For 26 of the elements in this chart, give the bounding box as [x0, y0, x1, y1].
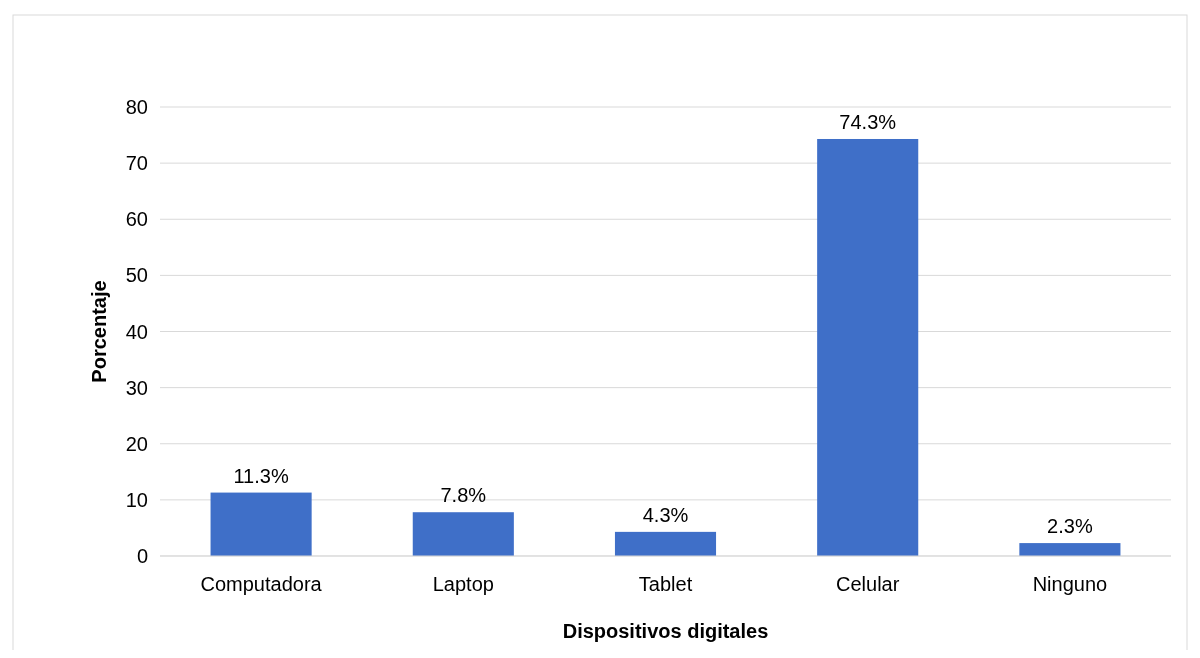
x-tick-label: Celular [836, 573, 900, 595]
bar [210, 492, 312, 556]
x-tick-label: Tablet [638, 573, 693, 595]
y-tick-label: 10 [125, 488, 148, 511]
bar [1019, 543, 1121, 556]
y-axis-title: Porcentaje [88, 280, 110, 383]
y-tick-label: 0 [136, 545, 148, 567]
data-label: 74.3% [839, 110, 897, 133]
x-tick-label: Ninguno [1032, 573, 1108, 595]
y-tick-label: 30 [125, 376, 148, 399]
data-label: 11.3% [233, 464, 289, 487]
data-label: 7.8% [440, 484, 487, 507]
x-tick-label: Laptop [432, 573, 494, 595]
y-tick-label: 60 [125, 208, 148, 231]
x-tick-label: Computadora [200, 573, 323, 595]
y-tick-label: 70 [125, 152, 148, 175]
bar [614, 531, 717, 556]
y-tick-label: 80 [125, 96, 148, 118]
data-label: 4.3% [642, 503, 689, 526]
x-axis-title: Dispositivos digitales [562, 620, 769, 642]
data-label: 2.3% [1047, 515, 1093, 538]
y-tick-label: 50 [125, 264, 148, 287]
bar [412, 512, 514, 556]
y-tick-label: 40 [125, 320, 148, 343]
bar [817, 138, 919, 556]
y-tick-label: 20 [125, 432, 148, 455]
